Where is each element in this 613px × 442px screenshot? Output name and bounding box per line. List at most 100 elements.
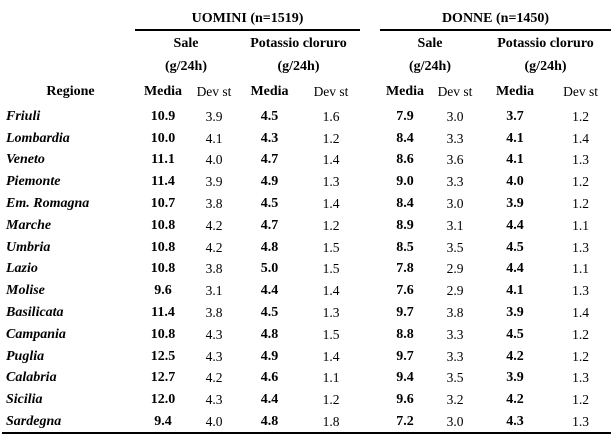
region-name: Lombardia [6, 130, 70, 146]
region-name: Campania [6, 326, 66, 342]
group-gap [360, 237, 380, 259]
media-value-cell: 9.0 [396, 174, 414, 190]
group-gap [360, 128, 380, 150]
devst-value-cell: 1.2 [322, 217, 340, 233]
devst-value-cell: 1.4 [322, 283, 340, 299]
devst-value-cell: 4.0 [191, 411, 237, 434]
media-value-cell: 4.4 [260, 283, 279, 299]
media-value-cell: 4.3 [260, 130, 279, 146]
devst-value-cell: 3.2 [446, 392, 464, 408]
media-value-cell: 7.9 [396, 108, 414, 124]
stat-header-devst: Dev st [437, 84, 473, 99]
media-value-cell: 10.8 [150, 217, 176, 233]
devst-value-cell: 3.5 [446, 370, 464, 386]
media-value-cell: 4.2 [506, 392, 524, 408]
devst-value-cell: 1.6 [322, 108, 340, 124]
media-value-cell: 12.5 [150, 348, 176, 364]
region-name: Lazio [6, 261, 38, 277]
media-value-cell: 4.1 [506, 283, 524, 299]
media-value-cell: 12.0 [150, 392, 176, 408]
devst-value-cell: 1.4 [322, 152, 340, 168]
media-value-cell: 4.8 [260, 326, 279, 342]
unit-label: (g/24h) [524, 59, 567, 74]
devst-value-cell: 3.0 [446, 196, 464, 212]
media-value-cell: 8.4 [396, 130, 414, 146]
group-gap [360, 106, 380, 128]
unit-label: (g/24h) [409, 59, 451, 74]
media-value-cell: 10.8 [150, 261, 176, 277]
media-value-cell: 4.5 [506, 326, 524, 342]
region-name: Molise [6, 283, 45, 299]
media-value-cell: 4.1 [506, 152, 524, 168]
stat-header-devst: Dev st [196, 84, 232, 99]
media-value-cell: 4.6 [260, 370, 279, 386]
devst-value-cell: 3.0 [446, 108, 464, 124]
region-name: Veneto [6, 152, 45, 168]
measure-header-sale-donne: Sale [417, 36, 443, 51]
devst-value-cell: 1.2 [572, 108, 589, 124]
group-gap [360, 78, 380, 106]
media-value-cell: 4.9 [260, 174, 279, 190]
devst-value-cell: 3.0 [430, 411, 480, 434]
stat-header-media: Media [143, 84, 183, 99]
devst-value-cell: 1.3 [572, 239, 589, 255]
region-name: Marche [6, 217, 52, 233]
devst-value-cell: 3.6 [446, 152, 464, 168]
devst-value-cell: 3.9 [205, 108, 223, 124]
group-gap [360, 215, 380, 237]
media-value-cell: 10.9 [150, 108, 176, 124]
media-value-cell: 4.8 [237, 411, 302, 434]
media-value-cell: 10.8 [150, 239, 176, 255]
devst-value-cell: 4.1 [205, 130, 223, 146]
group-gap [360, 150, 380, 172]
measure-header-sale-uomini: Sale [173, 36, 199, 51]
table-row: Veneto 11.1 4.0 4.7 1.4 8.6 3.6 4.1 1.3 [2, 150, 611, 172]
table-row: Molise 9.6 3.1 4.4 1.4 7.6 2.9 4.1 1.3 [2, 280, 611, 302]
devst-value-cell: 4.2 [205, 217, 223, 233]
media-value-cell: 9.7 [396, 348, 414, 364]
media-value-cell: 9.4 [396, 370, 414, 386]
group-gap [360, 346, 380, 368]
devst-value-cell: 1.3 [322, 174, 340, 190]
devst-value-cell: 1.5 [322, 326, 340, 342]
devst-value-cell: 1.8 [302, 411, 360, 434]
media-value-cell: 8.6 [396, 152, 414, 168]
media-value-cell: 4.9 [260, 348, 279, 364]
media-value-cell: 11.4 [151, 174, 175, 190]
devst-value-cell: 1.1 [572, 261, 589, 277]
media-value-cell: 3.9 [506, 370, 524, 386]
media-value-cell: 4.3 [480, 411, 550, 434]
devst-value-cell: 1.5 [322, 261, 340, 277]
table-body: Friuli 10.9 3.9 4.5 1.6 7.9 3.0 3.7 1.2 Lombardia… [2, 106, 612, 434]
devst-value-cell: 3.1 [446, 217, 464, 233]
media-value-cell: 4.4 [506, 261, 524, 277]
media-value-cell: 4.1 [506, 130, 524, 146]
devst-value-cell: 3.3 [446, 130, 464, 146]
devst-value-cell: 1.1 [322, 370, 340, 386]
media-value-cell: 4.8 [260, 239, 279, 255]
region-name: Umbria [6, 239, 51, 255]
media-value-cell: 4.5 [260, 196, 279, 212]
devst-value-cell: 1.3 [572, 370, 589, 386]
table-row: Lombardia 10.0 4.1 4.3 1.2 8.4 3.3 4.1 1.4 [2, 128, 611, 150]
devst-value-cell: 1.2 [322, 392, 340, 408]
devst-value-cell: 2.9 [446, 261, 464, 277]
devst-value-cell: 1.4 [572, 130, 589, 146]
group-gap [360, 193, 380, 215]
devst-value-cell: 4.2 [205, 239, 223, 255]
unit-label: (g/24h) [277, 59, 320, 74]
devst-value-cell: 4.3 [205, 348, 223, 364]
group-gap [360, 368, 380, 390]
media-value-cell: 9.6 [396, 392, 414, 408]
group-gap [360, 30, 380, 56]
region-name: Piemonte [6, 174, 61, 190]
devst-value-cell: 3.9 [205, 174, 223, 190]
table-row: Piemonte 11.4 3.9 4.9 1.3 9.0 3.3 4.0 1.2 [2, 171, 611, 193]
media-value-cell: 8.5 [396, 239, 414, 255]
media-value-cell: 4.4 [506, 217, 524, 233]
devst-value-cell: 3.8 [205, 305, 223, 321]
table-row: Friuli 10.9 3.9 4.5 1.6 7.9 3.0 3.7 1.2 [2, 106, 611, 128]
media-value-cell: 4.5 [260, 305, 279, 321]
media-value-cell: 4.2 [506, 348, 524, 364]
group-gap [360, 280, 380, 302]
